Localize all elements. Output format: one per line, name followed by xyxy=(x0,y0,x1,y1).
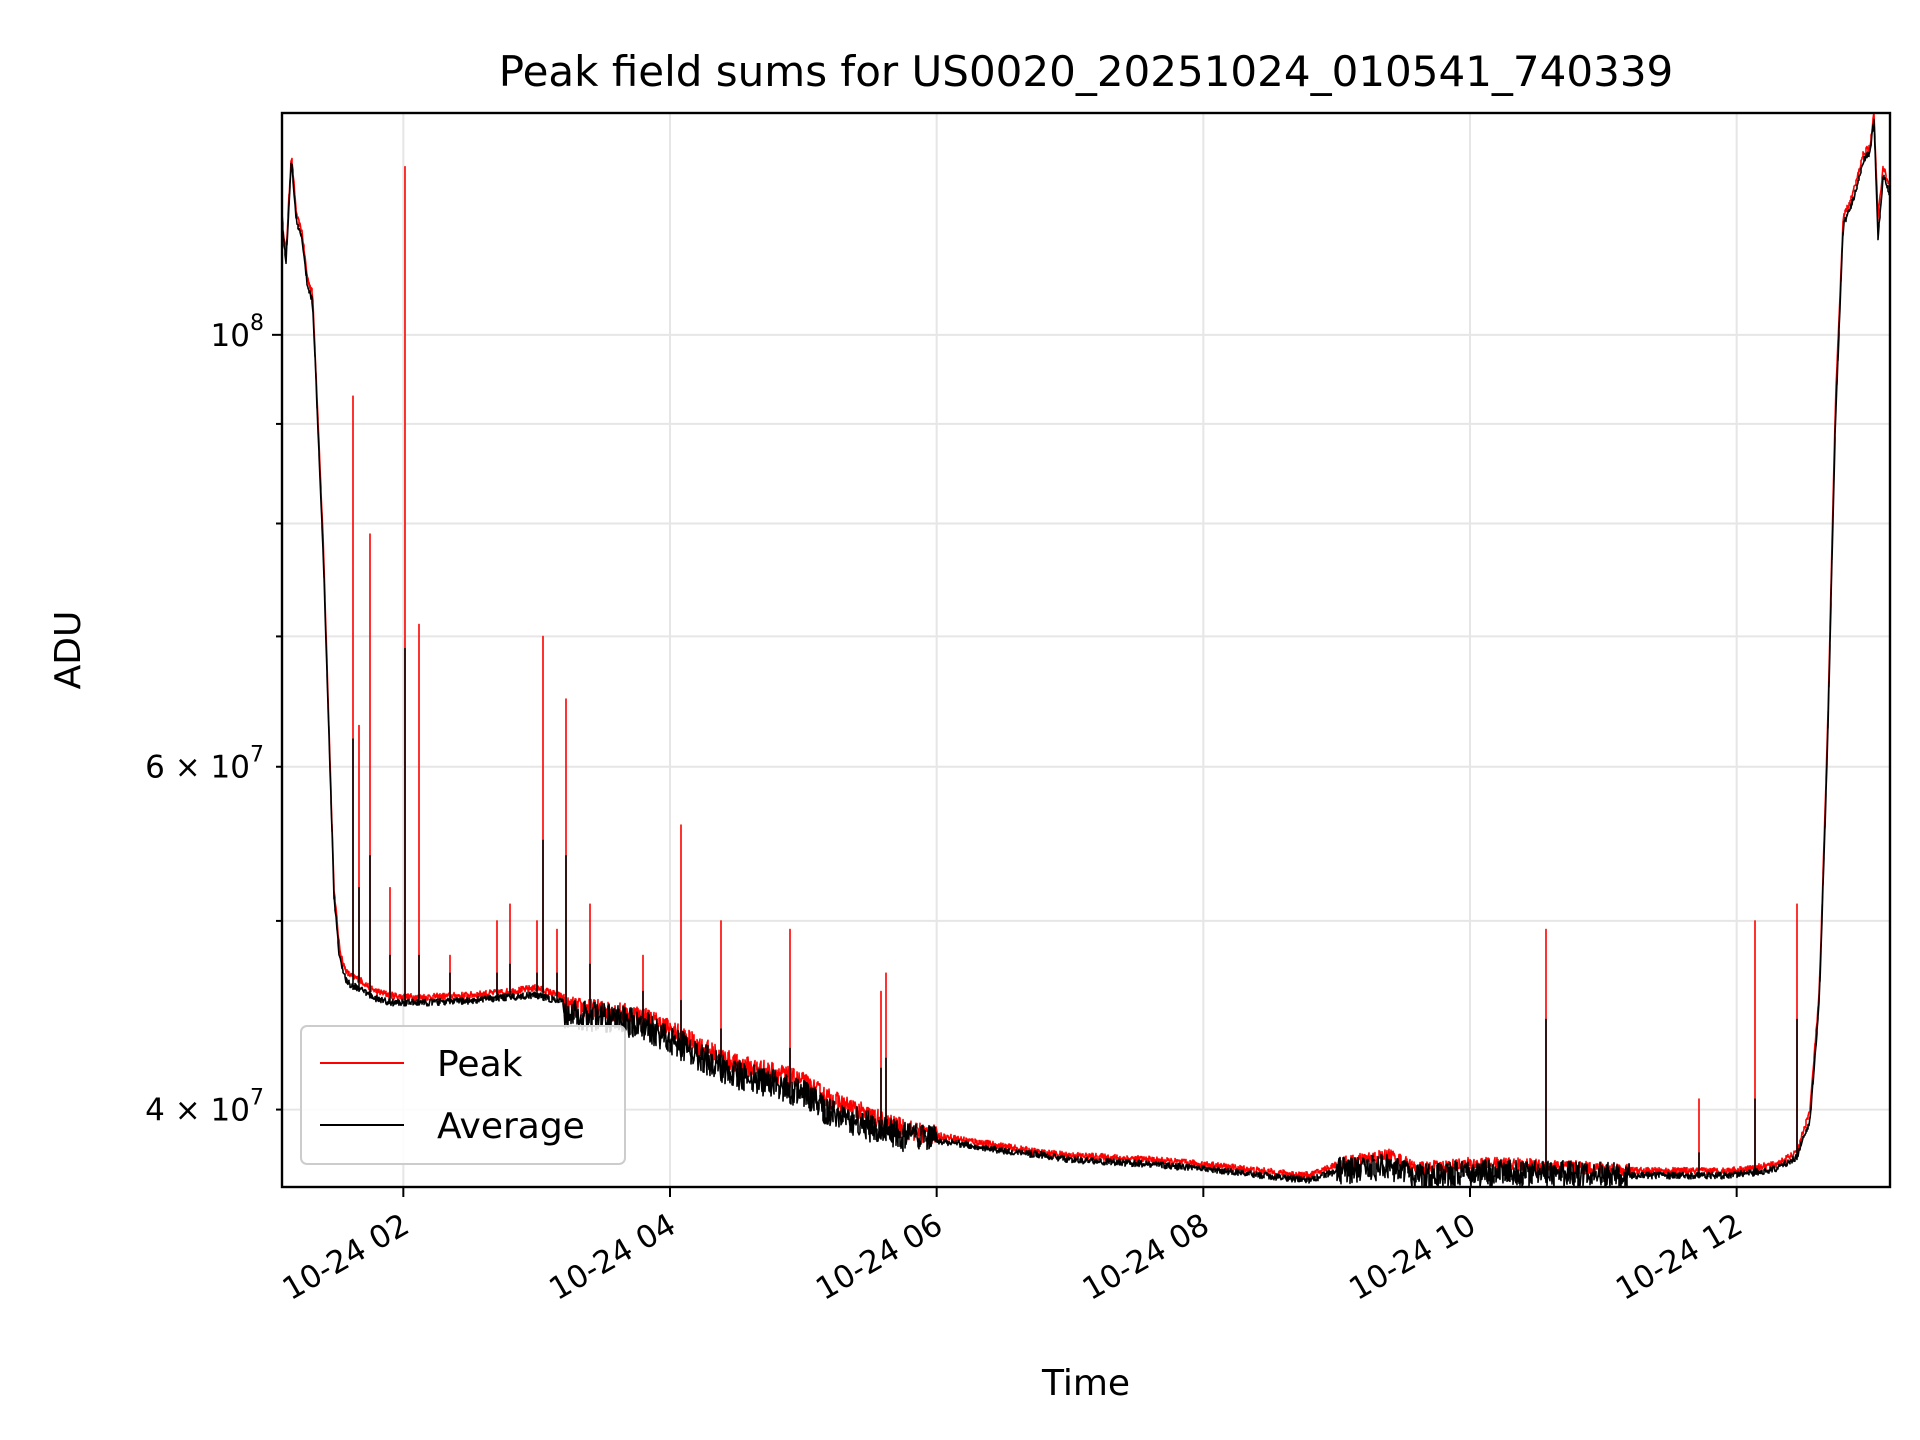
y-axis-label: ADU xyxy=(48,611,89,690)
legend-label-peak: Peak xyxy=(437,1044,523,1085)
series-line-average xyxy=(282,118,1890,1187)
legend-label-average: Average xyxy=(437,1106,585,1147)
series-layer xyxy=(282,113,1890,1187)
series-line-peak xyxy=(282,113,1890,1180)
x-axis-label: Time xyxy=(1041,1363,1130,1404)
chart-title: Peak field sums for US0020_20251024_0105… xyxy=(499,47,1674,96)
legend: Peak Average xyxy=(300,1025,626,1165)
legend-box xyxy=(300,1025,626,1165)
plot-frame xyxy=(280,111,1892,1189)
grid xyxy=(282,113,1890,1187)
y-tick-label: 108 xyxy=(211,311,264,354)
y-tick-label: 4 × 107 xyxy=(145,1086,264,1129)
y-tick-label: 6 × 107 xyxy=(145,743,264,786)
y-axis: 108 4 × 107 6 × 107 xyxy=(145,311,282,1129)
